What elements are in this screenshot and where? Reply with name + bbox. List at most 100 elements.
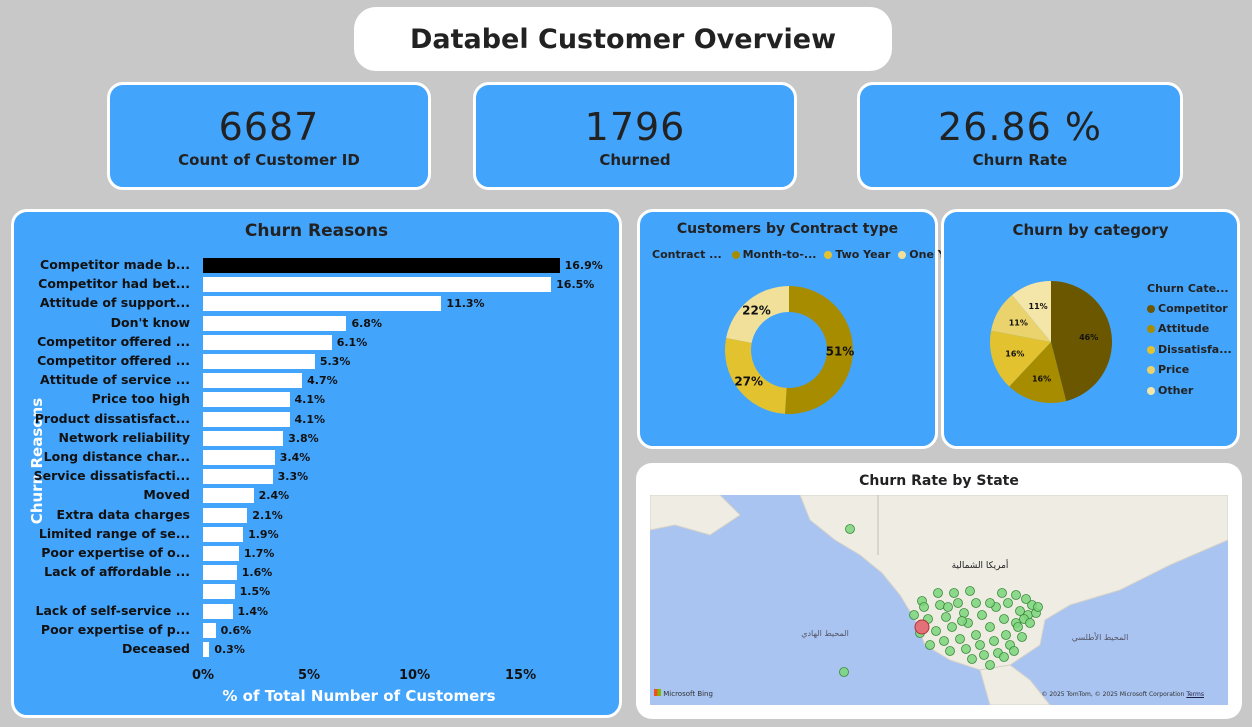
bar-category-label: Lack of affordable ... xyxy=(44,564,190,580)
state-bubble[interactable] xyxy=(957,616,967,626)
bar-8[interactable] xyxy=(203,392,290,408)
churn-by-state-panel[interactable]: Churn Rate by State أمريكا الشمالية المح… xyxy=(636,463,1242,719)
bar-20[interactable] xyxy=(203,622,216,638)
slice-2[interactable] xyxy=(725,338,787,414)
state-bubble[interactable] xyxy=(949,588,959,598)
x-tick-label: 0% xyxy=(192,668,215,683)
terms-link[interactable]: Terms xyxy=(1186,691,1204,698)
state-bubble[interactable] xyxy=(985,598,995,608)
state-bubble[interactable] xyxy=(839,667,849,677)
slice-1[interactable] xyxy=(784,286,853,414)
bar-1[interactable] xyxy=(203,258,560,273)
bar-14[interactable] xyxy=(203,507,248,523)
bar-19[interactable] xyxy=(203,603,233,619)
state-bubble[interactable] xyxy=(999,614,1009,624)
kpi-churn-rate[interactable]: 26.86 % Churn Rate xyxy=(857,82,1183,190)
state-bubble[interactable] xyxy=(1025,618,1035,628)
state-bubble[interactable] xyxy=(961,644,971,654)
state-bubble[interactable] xyxy=(959,608,969,618)
state-bubbles[interactable] xyxy=(839,524,1043,677)
bar-3[interactable] xyxy=(203,296,442,312)
state-bubble[interactable] xyxy=(997,588,1007,598)
state-bubble[interactable] xyxy=(1015,606,1025,616)
state-bubble[interactable] xyxy=(935,600,945,610)
slice-2[interactable] xyxy=(1009,342,1067,403)
state-bubble[interactable] xyxy=(975,640,985,650)
legend-item[interactable]: Price xyxy=(1147,363,1189,376)
map-label-pacific: المحيط الهادي xyxy=(801,629,849,638)
state-bubble[interactable] xyxy=(933,588,943,598)
bar-15[interactable] xyxy=(203,526,244,542)
bar-10[interactable] xyxy=(203,430,284,446)
state-bubble[interactable] xyxy=(985,622,995,632)
state-bubble[interactable] xyxy=(971,630,981,640)
bar-2[interactable] xyxy=(203,277,552,293)
state-bubble[interactable] xyxy=(985,660,995,670)
state-bubble[interactable] xyxy=(947,622,957,632)
state-bubble-high[interactable] xyxy=(914,619,930,635)
state-bubble[interactable] xyxy=(955,634,965,644)
slice-1[interactable] xyxy=(1051,281,1112,402)
state-bubble[interactable] xyxy=(939,636,949,646)
bar-21[interactable] xyxy=(203,642,210,657)
state-bubble[interactable] xyxy=(943,602,953,612)
state-bubble[interactable] xyxy=(1009,646,1019,656)
bar-16[interactable] xyxy=(203,546,239,561)
churn-reasons-panel[interactable]: Churn Reasons Churn Reasons % of Total N… xyxy=(11,209,622,718)
bar-value-label: 3.4% xyxy=(279,451,311,464)
kpi-churned[interactable]: 1796 Churned xyxy=(473,82,797,190)
state-bubble[interactable] xyxy=(1011,590,1021,600)
state-bubble[interactable] xyxy=(941,612,951,622)
state-bubble[interactable] xyxy=(971,598,981,608)
bar-18[interactable] xyxy=(203,584,235,600)
legend-item[interactable]: Competitor xyxy=(1147,302,1228,315)
state-bubble[interactable] xyxy=(1033,602,1043,612)
state-bubble[interactable] xyxy=(999,652,1009,662)
state-bubble[interactable] xyxy=(1013,622,1023,632)
state-bubble[interactable] xyxy=(977,610,987,620)
bar-category-label: Extra data charges xyxy=(56,506,190,522)
legend-item[interactable]: Month-to-... xyxy=(731,248,816,261)
bar-7[interactable] xyxy=(203,373,303,389)
state-bubble[interactable] xyxy=(919,602,929,612)
bar-4[interactable] xyxy=(203,315,347,331)
state-bubble[interactable] xyxy=(1021,594,1031,604)
state-bubble[interactable] xyxy=(989,636,999,646)
bar-5[interactable] xyxy=(203,334,332,350)
kpi-customer-count[interactable]: 6687 Count of Customer ID xyxy=(107,82,431,190)
slice-value-label: 11% xyxy=(1029,302,1048,311)
state-bubble[interactable] xyxy=(1001,630,1011,640)
bar-value-label: 3.8% xyxy=(288,431,319,445)
legend-label: Dissatisfa... xyxy=(1158,343,1232,356)
bar-value-label: 4.7% xyxy=(307,374,338,388)
state-bubble[interactable] xyxy=(909,610,919,620)
bar-13[interactable] xyxy=(203,488,254,504)
bar-12[interactable] xyxy=(203,469,273,485)
state-bubble[interactable] xyxy=(925,640,935,650)
state-bubble[interactable] xyxy=(1003,598,1013,608)
x-tick-label: 10% xyxy=(399,668,431,683)
bar-17[interactable] xyxy=(203,565,237,581)
state-bubble[interactable] xyxy=(931,626,941,636)
map-canvas[interactable]: أمريكا الشمالية المحيط الهادي المحيط الأ… xyxy=(650,495,1228,705)
legend-item[interactable]: Other xyxy=(1147,384,1193,397)
legend-item[interactable]: Two Year xyxy=(824,248,890,261)
state-bubble[interactable] xyxy=(1017,632,1027,642)
slice-3[interactable] xyxy=(990,330,1051,387)
bar-9[interactable] xyxy=(203,411,290,427)
slice-3[interactable] xyxy=(726,286,789,343)
bar-6[interactable] xyxy=(203,354,315,369)
slice-4[interactable] xyxy=(991,294,1051,342)
state-bubble[interactable] xyxy=(967,654,977,664)
state-bubble[interactable] xyxy=(945,646,955,656)
state-bubble[interactable] xyxy=(965,586,975,596)
state-bubble[interactable] xyxy=(953,598,963,608)
legend-item[interactable]: Dissatisfa... xyxy=(1147,343,1232,356)
state-bubble[interactable] xyxy=(845,524,855,534)
bar-11[interactable] xyxy=(203,450,275,465)
legend-item[interactable]: Attitude xyxy=(1147,322,1209,335)
state-bubble[interactable] xyxy=(979,650,989,660)
contract-type-panel[interactable]: Customers by Contract type Contract ... … xyxy=(637,209,965,449)
slice-5[interactable] xyxy=(1012,281,1051,342)
churn-category-panel[interactable]: Churn by category 46% 16% 16% 11% 11% Churn … xyxy=(941,209,1240,449)
